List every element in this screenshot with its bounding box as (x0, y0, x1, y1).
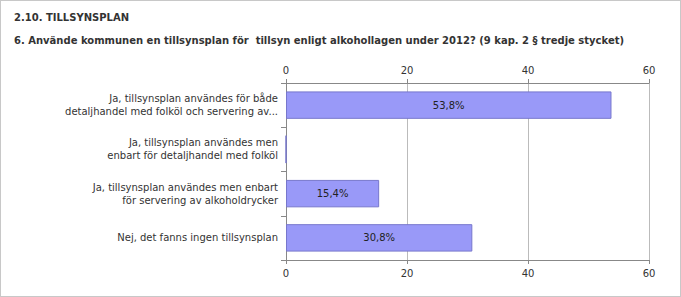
svg-text:detaljhandel med folköl och se: detaljhandel med folköl och servering av… (65, 106, 278, 117)
svg-text:2.10. TILLSYNSPLAN: 2.10. TILLSYNSPLAN (14, 12, 129, 23)
svg-text:för servering av alkoholdrycke: för servering av alkoholdrycker (122, 195, 279, 206)
svg-text:Ja, tillsynsplan användes för: Ja, tillsynsplan användes för både (108, 92, 278, 104)
svg-text:Ja, tillsynsplan användes men: Ja, tillsynsplan användes men enbart (92, 182, 278, 193)
svg-text:60: 60 (643, 65, 656, 76)
svg-text:0: 0 (283, 65, 289, 76)
svg-text:Nej, det fanns ingen tillsynsp: Nej, det fanns ingen tillsynsplan (117, 232, 278, 243)
svg-text:0: 0 (283, 268, 289, 279)
svg-text:20: 20 (401, 268, 414, 279)
svg-text:20: 20 (401, 65, 414, 76)
svg-text:enbart för detaljhandel med fo: enbart för detaljhandel med folköl (107, 150, 278, 161)
svg-text:15,4%: 15,4% (317, 188, 349, 199)
svg-text:6. Använde kommunen en tillsyn: 6. Använde kommunen en tillsynsplan för … (14, 35, 624, 46)
svg-text:40: 40 (522, 65, 535, 76)
svg-text:40: 40 (522, 268, 535, 279)
svg-text:60: 60 (643, 268, 656, 279)
svg-text:53,8%: 53,8% (433, 100, 465, 111)
svg-text:30,8%: 30,8% (363, 232, 395, 243)
svg-text:Ja, tillsynsplan användes men: Ja, tillsynsplan användes men (128, 137, 278, 148)
